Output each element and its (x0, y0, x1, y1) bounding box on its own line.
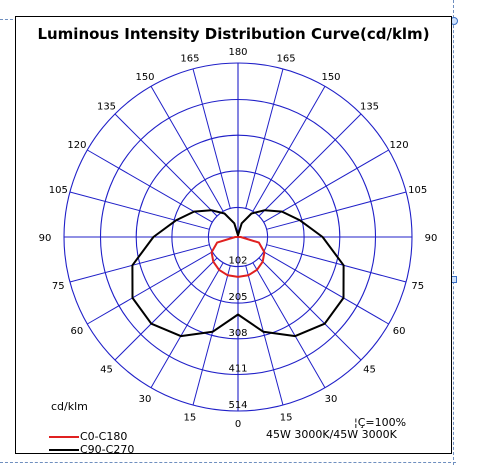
angle-label-left-90: 90 (39, 233, 52, 244)
grid-spoke-165 (245, 68, 284, 209)
angle-label-left-165: 165 (180, 53, 199, 64)
legend-label-c90-c270: C90-C270 (80, 443, 135, 456)
grid-spoke-150 (252, 86, 326, 212)
legend-item-c90-c270: C90-C270 (49, 443, 134, 456)
radial-label-102: 102 (228, 256, 247, 267)
angle-label-right-165: 165 (277, 53, 296, 64)
grid-spoke-15 (245, 265, 284, 406)
angle-label-left-120: 120 (67, 140, 86, 151)
angle-label-right-75: 75 (411, 281, 424, 292)
grid-spoke-225 (114, 113, 218, 217)
selection-guide-bottom (0, 462, 456, 463)
angle-label-left-45: 45 (100, 365, 113, 376)
angle-label-left-60: 60 (71, 326, 84, 337)
curve-c90-c270 (131, 209, 345, 338)
angle-label-right-15: 15 (280, 413, 293, 424)
grid-spoke-210 (150, 86, 224, 212)
angle-label-right-30: 30 (325, 394, 338, 405)
legend-swatch-c90-c270 (49, 448, 79, 451)
angle-label-left-180: 180 (228, 47, 247, 58)
angle-label-left-75: 75 (52, 281, 65, 292)
grid-spoke-285 (69, 244, 210, 283)
angle-label-left-105: 105 (49, 185, 68, 196)
efficiency-note: ¦Ç=100% (354, 416, 407, 429)
legend-item-c0-c180: C0-C180 (49, 430, 127, 443)
lamp-note: 45W 3000K/45W 3000K (266, 428, 397, 441)
grid-spoke-315 (114, 257, 218, 361)
radial-label-308: 308 (228, 328, 247, 339)
grid-spoke-135 (258, 113, 362, 217)
angle-label-right-45: 45 (363, 365, 376, 376)
angle-label-left-30: 30 (139, 394, 152, 405)
chart-frame: Luminous Intensity Distribution Curve(cd… (15, 16, 452, 454)
legend-label-c0-c180: C0-C180 (80, 430, 128, 443)
legend-swatch-c0-c180 (49, 435, 79, 438)
angle-label-left-135: 135 (97, 102, 116, 113)
angle-label-left-0: 0 (235, 419, 241, 430)
grid-spoke-255 (69, 191, 210, 230)
unit-label: cd/klm (51, 400, 88, 413)
grid-spoke-240 (87, 149, 213, 223)
angle-label-left-150: 150 (135, 72, 154, 83)
radial-label-205: 205 (228, 292, 247, 303)
chart-title: Luminous Intensity Distribution Curve(cd… (37, 25, 430, 43)
grid-spoke-195 (192, 68, 231, 209)
radial-label-411: 411 (228, 364, 247, 375)
grid-spoke-75 (266, 244, 407, 283)
curve-c0-c180 (210, 236, 266, 278)
angle-label-right-60: 60 (393, 326, 406, 337)
grid-spoke-105 (266, 191, 407, 230)
selection-guide-right (453, 0, 454, 465)
angle-label-right-120: 120 (390, 140, 409, 151)
angle-label-right-105: 105 (408, 185, 427, 196)
grid-spoke-60 (263, 251, 389, 325)
grid-spoke-120 (263, 149, 389, 223)
grid-spoke-345 (192, 265, 231, 406)
angle-label-right-150: 150 (321, 72, 340, 83)
angle-label-right-90: 90 (425, 233, 438, 244)
angle-label-left-15: 15 (184, 413, 197, 424)
grid-spoke-30 (252, 262, 326, 388)
grid-spoke-330 (150, 262, 224, 388)
radial-label-514: 514 (228, 400, 247, 411)
angle-label-right-135: 135 (360, 102, 379, 113)
grid-spoke-45 (258, 257, 362, 361)
grid-spoke-300 (87, 251, 213, 325)
